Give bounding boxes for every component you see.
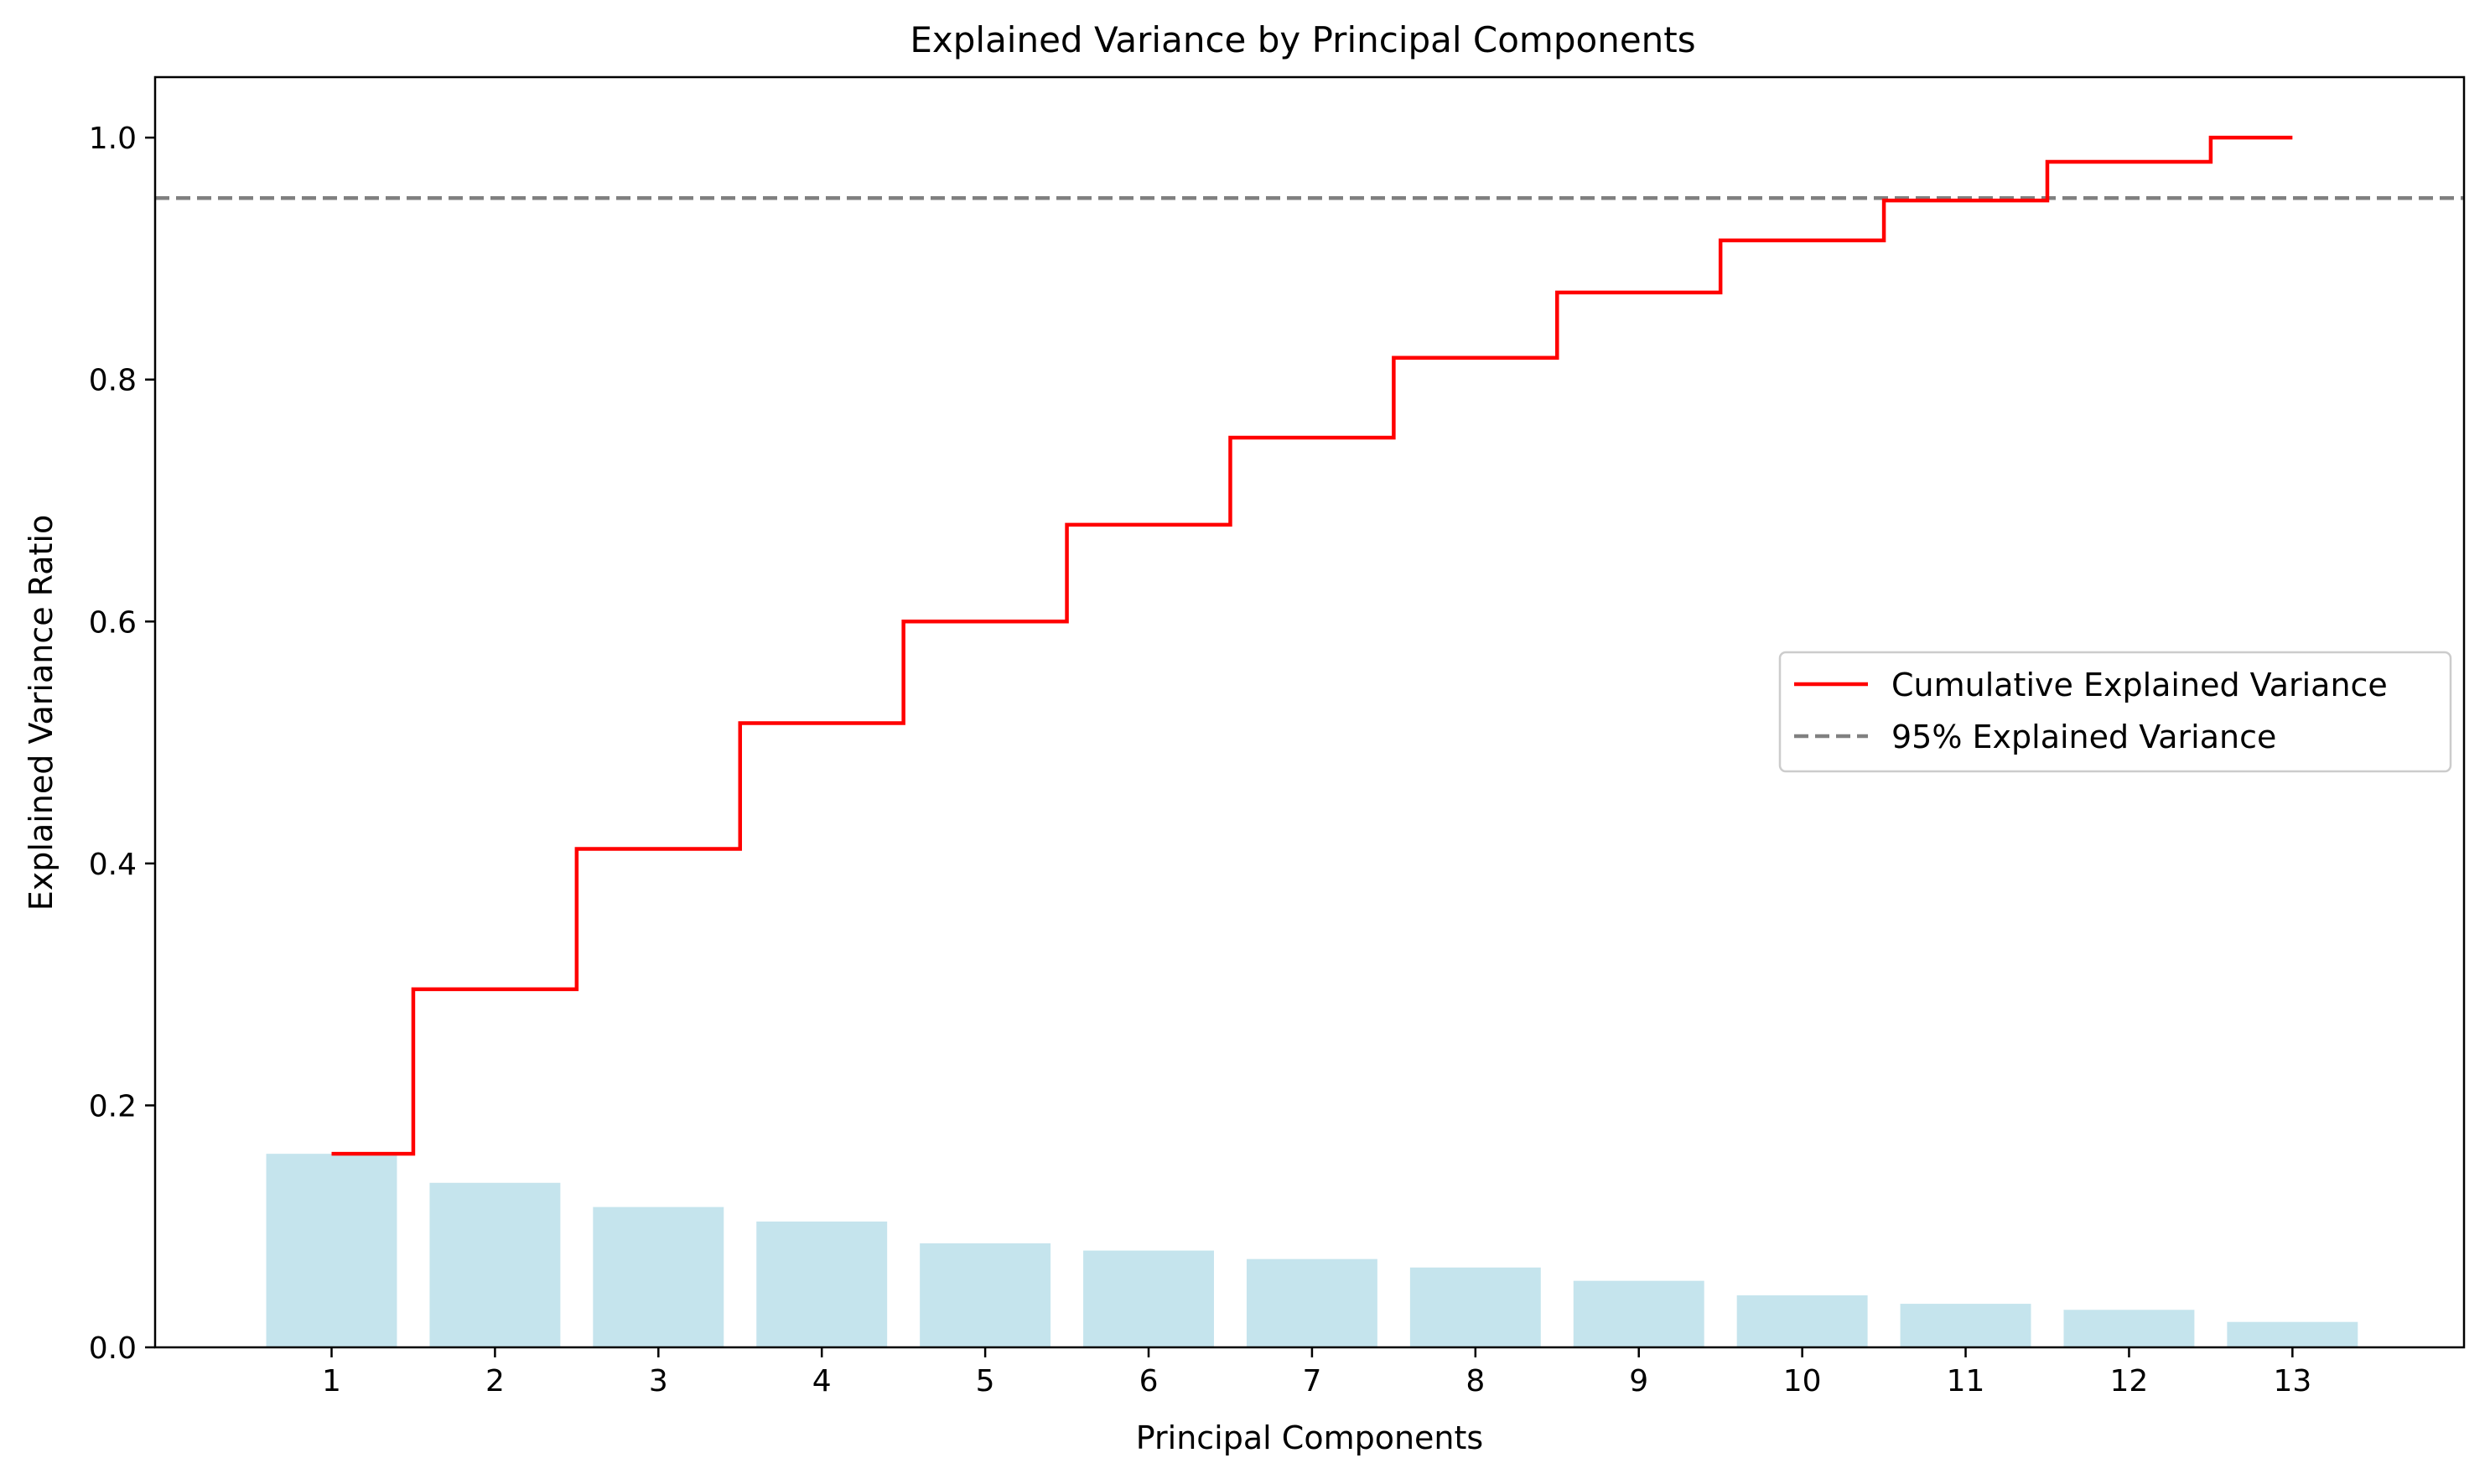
x-axis-label: Principal Components bbox=[1136, 1419, 1483, 1456]
bar-pc-10 bbox=[1736, 1295, 1868, 1347]
x-tick-label: 3 bbox=[649, 1364, 668, 1398]
bar-pc-2 bbox=[429, 1182, 561, 1347]
bar-pc-7 bbox=[1246, 1258, 1377, 1347]
x-axis-ticks: 1 2 3 4 5 6 7 8 9 10 11 12 13 bbox=[322, 1347, 2311, 1398]
legend-label-95pct: 95% Explained Variance bbox=[1891, 719, 2276, 755]
legend: Cumulative Explained Variance 95% Explai… bbox=[1778, 651, 2452, 773]
y-tick-label: 0.8 bbox=[89, 364, 137, 398]
bar-pc-13 bbox=[2227, 1321, 2358, 1347]
chart-title: Explained Variance by Principal Componen… bbox=[910, 19, 1695, 60]
legend-box bbox=[1778, 651, 2452, 773]
x-tick-label: 7 bbox=[1302, 1364, 1321, 1398]
y-tick-label: 0.6 bbox=[89, 605, 137, 640]
y-axis-label: Explained Variance Ratio bbox=[23, 515, 60, 911]
y-tick-label: 1.0 bbox=[89, 122, 137, 156]
x-tick-label: 6 bbox=[1139, 1364, 1159, 1398]
bars-layer bbox=[266, 1154, 2358, 1347]
bar-pc-8 bbox=[1409, 1267, 1541, 1347]
bar-pc-11 bbox=[1900, 1304, 2031, 1347]
y-tick-label: 0.4 bbox=[89, 848, 137, 882]
x-tick-label: 10 bbox=[1783, 1364, 1822, 1398]
cumulative-step-layer bbox=[331, 135, 2293, 1156]
bar-pc-4 bbox=[756, 1221, 888, 1347]
x-tick-label: 12 bbox=[2110, 1364, 2149, 1398]
x-tick-label: 2 bbox=[485, 1364, 505, 1398]
bar-pc-6 bbox=[1083, 1250, 1214, 1347]
bar-pc-1 bbox=[266, 1154, 397, 1347]
x-tick-label: 8 bbox=[1465, 1364, 1485, 1398]
x-tick-label: 4 bbox=[812, 1364, 832, 1398]
bar-pc-3 bbox=[593, 1206, 724, 1347]
y-tick-label: 0.2 bbox=[89, 1089, 137, 1123]
x-tick-label: 9 bbox=[1629, 1364, 1648, 1398]
y-axis-ticks: 0.0 0.2 0.4 0.6 0.8 1.0 bbox=[89, 122, 155, 1366]
y-tick-label: 0.0 bbox=[89, 1331, 137, 1366]
bar-pc-9 bbox=[1573, 1280, 1704, 1347]
x-tick-label: 13 bbox=[2273, 1364, 2311, 1398]
plot-frame bbox=[153, 75, 2466, 1349]
x-tick-label: 1 bbox=[322, 1364, 341, 1398]
x-tick-label: 11 bbox=[1947, 1364, 1985, 1398]
bar-pc-12 bbox=[2063, 1310, 2195, 1347]
cumulative-variance-step-line bbox=[331, 135, 2293, 1156]
legend-label-cumulative: Cumulative Explained Variance bbox=[1891, 667, 2388, 703]
bar-pc-5 bbox=[920, 1243, 1051, 1347]
x-tick-label: 5 bbox=[976, 1364, 995, 1398]
